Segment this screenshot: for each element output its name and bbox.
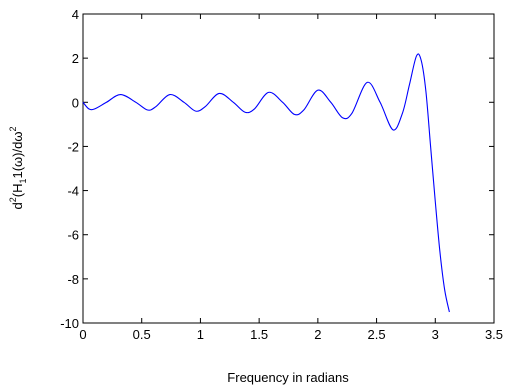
y-axis-label: d2(H11(ω)/dω2 [8,126,28,209]
x-tick-label: 2.5 [368,327,386,342]
y-tick-label: -6 [67,228,79,243]
y-tick-label: -8 [67,272,79,287]
x-tick-label: 3.5 [485,327,503,342]
x-tick-label: 3 [432,327,439,342]
series-line-0 [82,53,450,313]
x-tick-label: 1.5 [250,327,268,342]
y-axis-label-part: d [10,202,25,209]
x-tick-label: 0.5 [133,327,151,342]
x-tick-label: 0 [79,327,86,342]
y-axis-label-part: (H [10,184,25,198]
y-axis-label-part: 2 [8,126,18,131]
y-ticks: 4 2 0 -2 -4 -6 -8 -10 [60,7,494,331]
y-tick-label: 2 [72,51,79,66]
y-axis-label-part: 1(ω)/dω [10,132,25,179]
plot-area [82,13,495,324]
y-tick-label: -10 [60,316,79,331]
y-tick-label: -2 [67,139,79,154]
y-axis-label-part: 1 [18,179,28,184]
y-axis-label-part: 2 [8,197,18,202]
x-tick-label: 1 [197,327,204,342]
y-tick-label: 4 [72,7,79,22]
series-layer [82,53,450,313]
x-ticks: 0 0.5 1 1.5 2 2.5 3 3.5 [79,14,503,342]
y-tick-label: 0 [72,95,79,110]
y-tick-label: -4 [67,184,79,199]
x-tick-label: 2 [314,327,321,342]
x-axis-label: Frequency in radians [227,370,349,385]
